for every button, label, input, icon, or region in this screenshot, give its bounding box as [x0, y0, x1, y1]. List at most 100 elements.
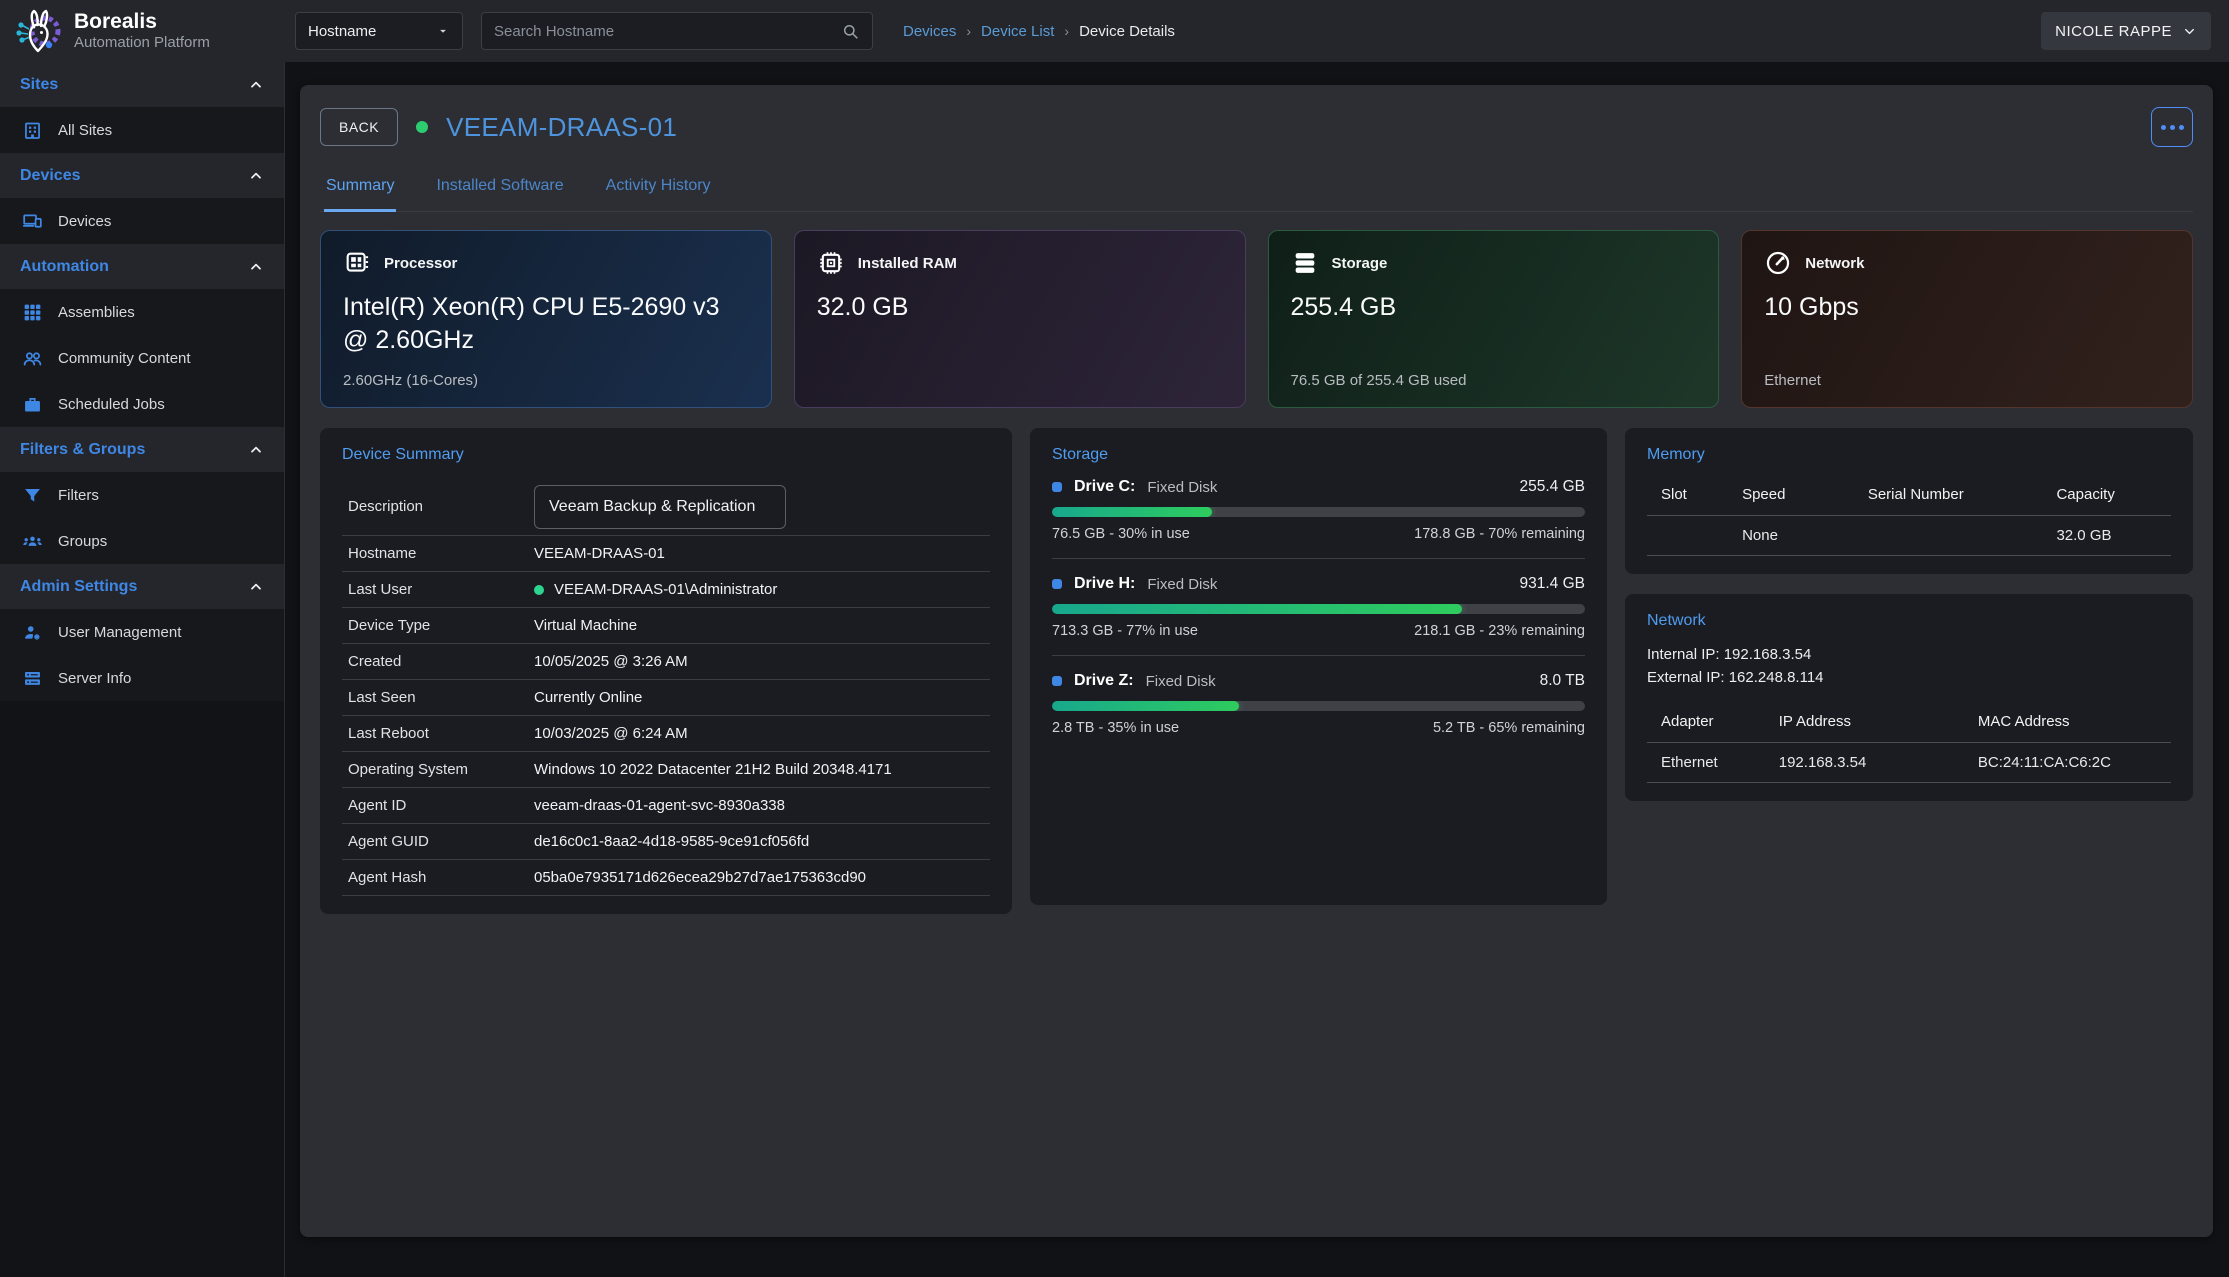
drive-row-h: Drive H: Fixed Disk 931.4 GB 713.3 GB - … [1052, 575, 1585, 656]
tab-summary[interactable]: Summary [324, 173, 396, 212]
topbar: Borealis Automation Platform Hostname De… [0, 0, 2229, 62]
storage-panel: Storage Drive C: Fixed Disk 255.4 GB [1030, 428, 1607, 905]
memory-panel: Memory Slot Speed Serial Number Capacity [1625, 428, 2193, 574]
memory-col-serial: Serial Number [1862, 478, 2051, 516]
summary-row-agent-guid: Agent GUID de16c0c1-8aa2-4d18-9585-9ce91… [342, 824, 990, 860]
sidebar-item-all-sites[interactable]: All Sites [0, 107, 284, 153]
summary-row-description: Description [342, 478, 990, 536]
processor-value: Intel(R) Xeon(R) CPU E5-2690 v3 @ 2.60GH… [343, 291, 749, 356]
drive-row-c: Drive C: Fixed Disk 255.4 GB 76.5 GB - 3… [1052, 478, 1585, 559]
sidebar-section-automation[interactable]: Automation [0, 244, 284, 289]
memory-table: Slot Speed Serial Number Capacity None [1647, 478, 2171, 556]
sidebar-section-admin-settings[interactable]: Admin Settings [0, 564, 284, 609]
memory-capacity-value: 32.0 GB [2050, 516, 2171, 556]
breadcrumb-separator: › [1064, 23, 1069, 39]
breadcrumb-devices[interactable]: Devices [903, 23, 956, 40]
storage-value: 255.4 GB [1291, 291, 1697, 324]
sidebar-item-label: Groups [58, 533, 107, 550]
breadcrumb-separator: › [966, 23, 971, 39]
tab-installed-software[interactable]: Installed Software [434, 173, 565, 211]
drive-type: Fixed Disk [1147, 576, 1217, 593]
sidebar-item-label: Assemblies [58, 304, 135, 321]
sidebar-section-sites[interactable]: Sites [0, 62, 284, 107]
chevron-up-icon [248, 442, 264, 458]
sidebar-item-user-management[interactable]: User Management [0, 609, 284, 655]
search-input[interactable] [494, 23, 841, 40]
user-menu-button[interactable]: NICOLE RAPPE [2041, 12, 2211, 50]
sidebar-item-scheduled-jobs[interactable]: Scheduled Jobs [0, 381, 284, 427]
installed-ram-card: Installed RAM 32.0 GB [794, 230, 1246, 408]
drive-usage-bar [1052, 604, 1585, 614]
user-name: NICOLE RAPPE [2055, 23, 2172, 40]
sidebar-item-assemblies[interactable]: Assemblies [0, 289, 284, 335]
sidebar-item-server-info[interactable]: Server Info [0, 655, 284, 701]
sidebar-item-groups[interactable]: Groups [0, 518, 284, 564]
network-col-ip: IP Address [1773, 705, 1972, 743]
brand: Borealis Automation Platform [0, 7, 285, 55]
network-col-mac: MAC Address [1972, 705, 2171, 743]
chevron-up-icon [248, 579, 264, 595]
rabbit-logo-icon [14, 7, 62, 55]
breadcrumb-current: Device Details [1079, 23, 1175, 40]
row-label: Created [348, 653, 534, 670]
row-value: VEEAM-DRAAS-01 [534, 545, 665, 562]
device-name-title: VEEAM-DRAAS-01 [446, 112, 677, 143]
drive-used-text: 2.8 TB - 35% in use [1052, 720, 1179, 736]
dot-icon [2179, 125, 2184, 130]
brand-title: Borealis [74, 10, 210, 34]
drive-name: Drive C: [1074, 478, 1135, 496]
network-col-adapter: Adapter [1647, 705, 1773, 743]
tab-activity-history[interactable]: Activity History [604, 173, 713, 211]
sidebar-item-label: Filters [58, 487, 99, 504]
chevron-down-icon [2182, 24, 2197, 39]
memory-slot-value [1647, 516, 1736, 556]
adapter-value: Ethernet [1647, 743, 1773, 783]
summary-row-agent-hash: Agent Hash 05ba0e7935171d626ecea29b27d7a… [342, 860, 990, 896]
gauge-icon [1764, 249, 1792, 277]
internal-ip: Internal IP: 192.168.3.54 [1647, 644, 2171, 667]
user-gear-icon [22, 622, 43, 643]
network-panel: Network Internal IP: 192.168.3.54 Extern… [1625, 594, 2193, 801]
summary-row-last-user: Last User VEEAM-DRAAS-01\Administrator [342, 572, 990, 608]
drive-name: Drive Z: [1074, 672, 1134, 690]
sidebar-section-label: Admin Settings [20, 578, 137, 596]
sidebar-item-devices[interactable]: Devices [0, 198, 284, 244]
sidebar-section-filters-groups[interactable]: Filters & Groups [0, 427, 284, 472]
back-button[interactable]: BACK [320, 108, 398, 146]
row-label: Last Seen [348, 689, 534, 706]
drive-usage-fill [1052, 604, 1462, 614]
community-icon [22, 348, 43, 369]
more-actions-button[interactable] [2151, 107, 2193, 147]
panel-title: Device Summary [342, 446, 990, 464]
drive-usage-fill [1052, 701, 1239, 711]
summary-row-last-seen: Last Seen Currently Online [342, 680, 990, 716]
chevron-up-icon [248, 168, 264, 184]
row-value: de16c0c1-8aa2-4d18-9585-9ce91cf056fd [534, 833, 809, 850]
hostname-filter-select[interactable]: Hostname [295, 12, 463, 50]
row-value: 10/05/2025 @ 3:26 AM [534, 653, 688, 670]
ram-icon [817, 249, 845, 277]
row-label: Agent GUID [348, 833, 534, 850]
search-box[interactable] [481, 12, 873, 50]
sites-icon [22, 120, 43, 141]
main-area: BACK VEEAM-DRAAS-01 Summary Installed So… [285, 62, 2229, 1277]
server-icon [22, 668, 43, 689]
memory-serial-value [1862, 516, 2051, 556]
sidebar-section-label: Devices [20, 167, 81, 185]
memory-speed-value: None [1736, 516, 1862, 556]
drive-free-text: 178.8 GB - 70% remaining [1414, 526, 1585, 542]
sidebar-item-community-content[interactable]: Community Content [0, 335, 284, 381]
description-input[interactable] [534, 485, 786, 529]
memory-col-slot: Slot [1647, 478, 1736, 516]
memory-col-speed: Speed [1736, 478, 1862, 516]
dot-icon [2170, 125, 2175, 130]
sidebar-section-devices[interactable]: Devices [0, 153, 284, 198]
breadcrumb-device-list[interactable]: Device List [981, 23, 1054, 40]
sidebar-item-filters[interactable]: Filters [0, 472, 284, 518]
stat-card-label: Processor [384, 255, 457, 272]
sidebar-section-label: Automation [20, 258, 109, 276]
brand-subtitle: Automation Platform [74, 34, 210, 51]
stat-card-label: Network [1805, 255, 1864, 272]
sidebar-section-label: Sites [20, 76, 58, 94]
drive-icon [1052, 482, 1062, 492]
